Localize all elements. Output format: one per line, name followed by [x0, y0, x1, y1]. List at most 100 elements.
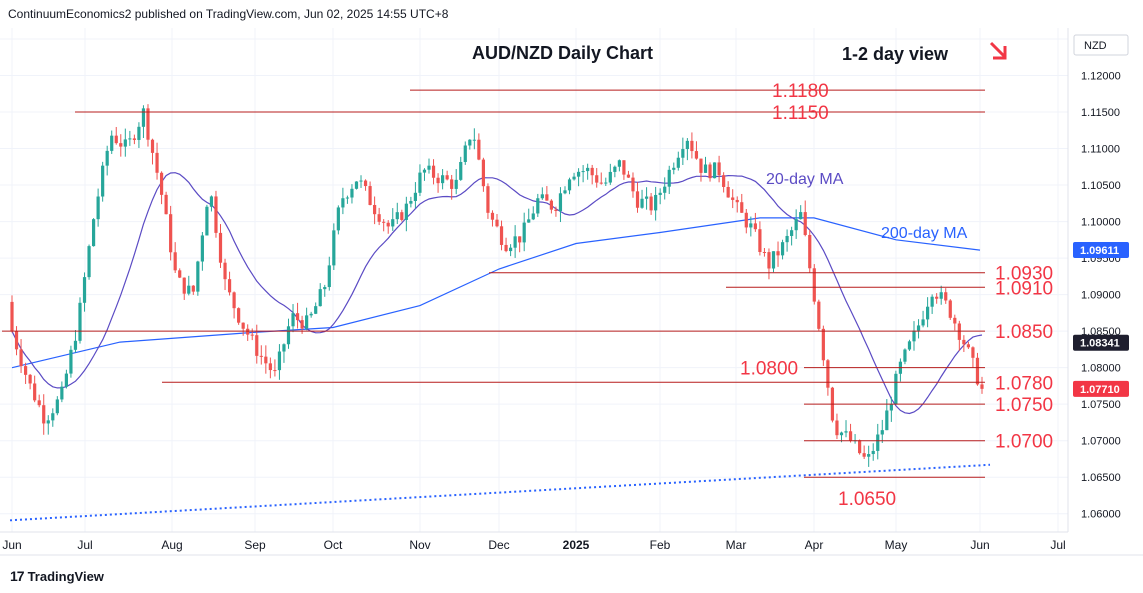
candle	[699, 158, 703, 182]
level-label: 1.0910	[995, 278, 1053, 299]
candle	[867, 445, 871, 467]
candle	[672, 162, 676, 175]
candle	[42, 394, 46, 435]
candle	[78, 297, 82, 344]
candle	[722, 172, 726, 193]
candle	[518, 236, 522, 253]
svg-text:1.09611: 1.09611	[1080, 245, 1119, 257]
candle	[132, 134, 136, 145]
level-label: 1.0800	[740, 359, 798, 380]
price-badge-ma20: 1.08341	[1073, 334, 1129, 351]
candle	[962, 335, 966, 352]
candle	[590, 164, 594, 185]
level-1-1180: 1.1180	[410, 81, 985, 102]
level-label: 1.1180	[772, 81, 829, 102]
candle	[164, 191, 168, 215]
candle	[354, 181, 359, 190]
candle	[631, 172, 635, 198]
candle	[173, 242, 177, 274]
candle	[826, 359, 830, 396]
candle	[33, 375, 37, 403]
candle	[259, 345, 263, 365]
candle	[640, 189, 644, 209]
candle	[314, 302, 318, 315]
candle	[91, 218, 96, 247]
time-tick-label: Sep	[244, 538, 266, 552]
candle	[613, 165, 617, 178]
candle	[644, 187, 649, 210]
level-1-0700: 1.0700	[804, 432, 1053, 453]
candle	[128, 130, 132, 146]
candle	[422, 168, 427, 181]
candle	[767, 248, 771, 280]
candle	[567, 177, 572, 195]
candle	[749, 216, 753, 237]
candle	[790, 226, 794, 246]
svg-text:1.07710: 1.07710	[1080, 384, 1120, 396]
price-tick-label: 1.10500	[1081, 180, 1121, 192]
candle	[60, 381, 64, 403]
candle	[454, 169, 458, 195]
level-1-0780: 1.0780	[162, 373, 1053, 394]
candle	[540, 187, 544, 200]
candle	[563, 186, 567, 195]
time-tick-label: Jun	[2, 538, 21, 552]
candle	[114, 126, 118, 145]
candle	[413, 182, 418, 209]
candle	[608, 163, 612, 185]
candle	[87, 244, 91, 280]
time-tick-label: Nov	[409, 538, 430, 552]
ma200-line	[11, 217, 981, 369]
candle	[123, 128, 127, 157]
candle	[980, 376, 984, 394]
level-label: 1.0700	[995, 432, 1053, 453]
candle	[450, 174, 454, 200]
level-1-0800: 1.0800	[740, 359, 985, 380]
candle	[291, 304, 295, 333]
candle	[205, 204, 209, 236]
time-tick-label: Oct	[324, 538, 343, 552]
candle	[586, 163, 590, 180]
candle	[196, 260, 200, 296]
candle	[250, 328, 254, 341]
candle	[545, 186, 549, 201]
candle	[939, 285, 943, 305]
candle	[844, 420, 848, 438]
candle	[137, 122, 141, 148]
candle	[286, 318, 291, 349]
candle	[558, 187, 563, 223]
candle	[794, 209, 798, 239]
tradingview-logo[interactable]: 17 TradingView	[10, 568, 104, 584]
price-tick-label: 1.07000	[1081, 436, 1121, 448]
publisher-header: ContinuumEconomics2 published on Trading…	[8, 7, 449, 21]
price-tick-label: 1.11000	[1081, 144, 1120, 156]
level-label: 1.0850	[995, 322, 1053, 343]
candle	[708, 162, 712, 182]
candle	[218, 224, 223, 268]
candle	[898, 358, 903, 382]
candle	[141, 105, 146, 138]
candle	[812, 264, 816, 305]
candle	[468, 139, 472, 150]
price-badges: 1.09611 1.08341 1.07710	[1073, 241, 1129, 397]
candle	[209, 195, 214, 212]
candle	[735, 196, 739, 213]
candle	[495, 213, 499, 228]
candle	[957, 320, 961, 351]
candle	[903, 348, 907, 365]
candle	[499, 220, 504, 251]
candle	[214, 190, 218, 238]
candle	[377, 207, 381, 226]
currency-label: NZD	[1084, 40, 1107, 52]
candle	[73, 329, 78, 353]
candle	[110, 130, 114, 154]
price-tick-label: 1.12000	[1081, 70, 1121, 82]
candle	[150, 138, 155, 165]
level-1-0930: 1.0930	[489, 264, 1053, 285]
candle	[808, 229, 812, 273]
view-label: 1-2 day view	[842, 44, 949, 64]
candle	[169, 205, 173, 261]
candle	[191, 285, 195, 295]
candle	[232, 291, 236, 319]
